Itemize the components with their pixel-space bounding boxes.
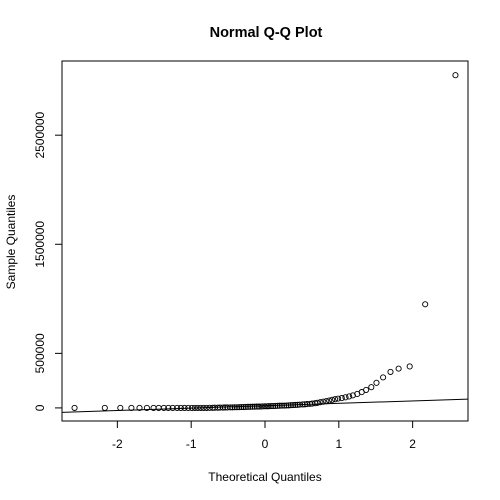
data-point <box>128 404 135 411</box>
data-point <box>236 404 243 411</box>
data-point <box>165 404 172 411</box>
data-point <box>238 403 245 411</box>
data-point <box>326 397 333 404</box>
data-point <box>253 403 260 410</box>
x-tick-label: 1 <box>335 437 342 451</box>
data-point <box>299 401 306 408</box>
x-tick-label: -1 <box>186 437 197 451</box>
data-point <box>320 398 327 405</box>
data-point <box>265 403 272 410</box>
data-point <box>259 403 266 410</box>
data-point <box>191 404 198 411</box>
data-point <box>317 399 324 406</box>
data-point <box>71 404 78 411</box>
x-tick-label: -2 <box>112 437 123 451</box>
data-point <box>406 363 413 370</box>
data-point <box>177 404 184 411</box>
data-point <box>270 403 277 410</box>
data-point <box>272 402 279 409</box>
data-point <box>363 386 370 393</box>
y-axis: 0 500000 1500000 2500000 <box>33 111 63 411</box>
data-point <box>200 404 207 411</box>
data-point <box>283 402 290 409</box>
data-point <box>274 402 281 409</box>
data-point <box>380 374 387 381</box>
data-point <box>117 404 124 411</box>
data-point <box>203 404 210 411</box>
data-point <box>338 395 345 402</box>
y-tick-label: 500000 <box>33 333 47 373</box>
data-point <box>323 398 330 405</box>
data-point <box>101 404 108 411</box>
x-axis-label: Theoretical Quantiles <box>208 470 321 484</box>
data-point <box>242 403 249 410</box>
data-point <box>188 404 195 411</box>
data-point <box>181 404 188 411</box>
data-point <box>387 368 394 375</box>
data-point <box>244 403 252 410</box>
data-point <box>267 403 274 410</box>
data-point <box>278 402 286 409</box>
data-point <box>185 404 192 411</box>
y-tick-label: 0 <box>33 404 47 411</box>
data-point <box>229 404 236 411</box>
data-point <box>395 365 402 372</box>
data-point <box>197 404 204 411</box>
data-point <box>422 301 429 308</box>
data-point <box>249 403 256 410</box>
x-tick-label: 2 <box>409 437 416 451</box>
data-point <box>194 404 201 411</box>
y-tick-label: 1500000 <box>33 221 47 268</box>
data-point <box>368 384 375 391</box>
data-point <box>251 403 258 410</box>
data-point <box>314 399 321 406</box>
data-point <box>256 403 263 410</box>
data-point <box>346 393 353 400</box>
data-point <box>136 404 143 411</box>
x-axis: -2 -1 0 1 2 <box>112 420 416 451</box>
data-point <box>335 395 342 402</box>
data-point <box>219 404 226 411</box>
data-point <box>160 404 167 411</box>
data-point <box>281 402 288 409</box>
data-point <box>143 404 150 411</box>
data-point <box>174 404 181 411</box>
data-point <box>276 402 283 409</box>
y-tick-label: 2500000 <box>33 111 47 158</box>
data-point <box>240 403 247 411</box>
data-point <box>233 404 240 411</box>
data-point <box>261 403 269 410</box>
data-point <box>169 404 176 411</box>
data-point <box>247 403 254 410</box>
chart-title: Normal Q-Q Plot <box>210 25 323 41</box>
data-point <box>285 402 292 409</box>
data-points <box>71 72 459 411</box>
data-point <box>290 402 297 409</box>
data-point <box>373 379 380 386</box>
data-point <box>452 72 459 79</box>
data-point <box>155 404 162 411</box>
y-axis-label: Sample Quantiles <box>4 195 18 290</box>
x-tick-label: 0 <box>262 437 269 451</box>
data-point <box>342 394 349 401</box>
data-point <box>329 396 336 403</box>
data-point <box>227 404 234 411</box>
data-point <box>292 401 299 409</box>
data-point <box>287 402 294 409</box>
data-point <box>332 396 339 403</box>
data-point <box>231 404 238 411</box>
